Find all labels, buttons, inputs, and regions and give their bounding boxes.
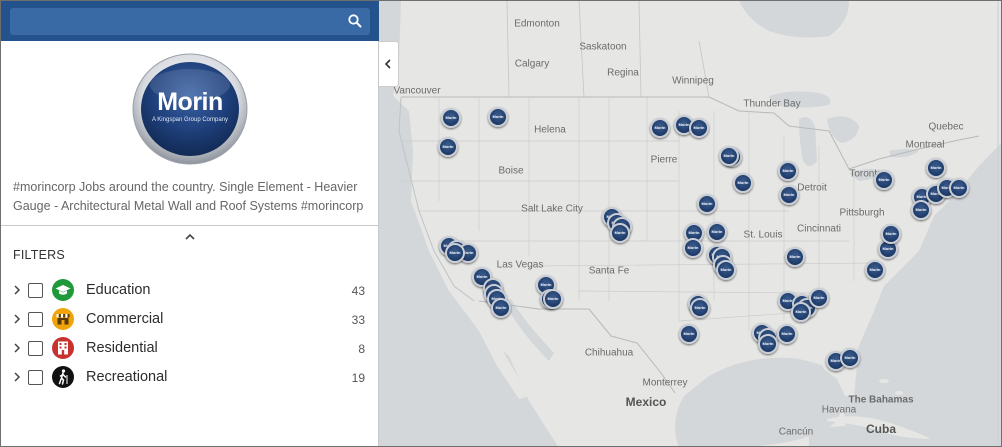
map-view[interactable]: Edmonton Saskatoon Calgary Regina Winnip… (379, 1, 1001, 446)
project-marker[interactable]: Morin (697, 194, 717, 214)
map-label: Mexico (625, 395, 667, 409)
map-label: Vancouver (393, 85, 441, 97)
project-marker[interactable]: Morin (881, 224, 901, 244)
map-label: Havana (821, 404, 857, 416)
map-label: Thunder Bay (743, 98, 801, 110)
project-marker[interactable]: Morin (610, 223, 630, 243)
map-label: Quebec (928, 121, 964, 133)
filter-row-commercial: Commercial 33 (1, 305, 379, 333)
brand-logo (132, 53, 248, 165)
hiker-icon (52, 366, 74, 388)
project-marker[interactable]: Morin (874, 170, 894, 190)
map-label: Santa Fe (588, 265, 630, 277)
map-label: Toronto (849, 168, 883, 180)
map-label: The Bahamas (848, 394, 914, 406)
chevron-left-icon (384, 59, 391, 69)
map-label: Detroit (797, 182, 827, 194)
filter-label: Commercial (86, 311, 164, 327)
project-marker[interactable]: Morin (809, 288, 829, 308)
project-marker[interactable]: Morin (689, 118, 709, 138)
filter-row-residential: Residential 8 (1, 334, 379, 362)
map-label: Monterrey (642, 377, 688, 389)
project-marker[interactable]: Morin (719, 146, 739, 166)
project-marker[interactable]: Morin (707, 222, 727, 242)
basemap (379, 1, 1001, 446)
project-marker[interactable]: Morin (650, 118, 670, 138)
map-label: Helena (534, 124, 566, 136)
project-marker[interactable]: Morin (491, 298, 511, 318)
sidebar: Morin A Kingspan Group Company #morincor… (1, 1, 379, 446)
map-label: Las Vegas (496, 259, 544, 271)
project-marker[interactable]: Morin (777, 324, 797, 344)
graduation-cap-icon (52, 279, 74, 301)
chevron-right-icon[interactable] (12, 371, 22, 383)
project-marker[interactable]: Morin (690, 298, 710, 318)
project-marker[interactable]: Morin (785, 247, 805, 267)
map-label: Edmonton (514, 18, 560, 30)
chevron-right-icon[interactable] (12, 342, 22, 354)
search-bar (1, 1, 379, 41)
map-label: Calgary (514, 58, 550, 70)
logo-wordmark: Morin (157, 88, 223, 116)
map-label: Chihuahua (584, 347, 634, 359)
project-marker[interactable]: Morin (840, 348, 860, 368)
divider (1, 225, 379, 226)
collapse-sidebar-button[interactable] (379, 41, 399, 87)
map-label: Boise (498, 165, 524, 177)
map-label: Saskatoon (579, 41, 627, 53)
project-marker[interactable]: Morin (949, 178, 969, 198)
project-marker[interactable]: Morin (758, 334, 778, 354)
logo-tagline: A Kingspan Group Company (151, 117, 229, 123)
project-marker[interactable]: Morin (438, 137, 458, 157)
project-marker[interactable]: Morin (926, 158, 946, 178)
map-label: St. Louis (743, 229, 783, 241)
chevron-up-icon[interactable] (184, 232, 196, 242)
search-input[interactable] (10, 8, 370, 35)
map-label: Pittsburgh (839, 207, 885, 219)
filter-row-recreational: Recreational 19 (1, 363, 379, 391)
search-icon[interactable] (347, 13, 363, 29)
apartment-building-icon (52, 337, 74, 359)
project-marker[interactable]: Morin (716, 260, 736, 280)
project-marker[interactable]: Morin (791, 302, 811, 322)
map-label: Cuba (866, 422, 896, 436)
project-marker[interactable]: Morin (679, 324, 699, 344)
chevron-right-icon[interactable] (12, 284, 22, 296)
storefront-icon (52, 308, 74, 330)
project-marker[interactable]: Morin (441, 108, 461, 128)
project-marker[interactable]: Morin (445, 243, 465, 263)
project-marker[interactable]: Morin (683, 238, 703, 258)
filter-label: Recreational (86, 369, 168, 385)
filter-count: 43 (351, 284, 365, 298)
residential-checkbox[interactable] (28, 341, 43, 356)
filter-label: Residential (86, 340, 158, 356)
project-marker[interactable]: Morin (911, 200, 931, 220)
map-description: #morincorp Jobs around the country. Sing… (13, 180, 364, 213)
education-checkbox[interactable] (28, 283, 43, 298)
commercial-checkbox[interactable] (28, 312, 43, 327)
project-marker[interactable]: Morin (733, 173, 753, 193)
project-marker[interactable]: Morin (778, 161, 798, 181)
map-label: Pierre (650, 154, 678, 166)
map-label: Montreal (905, 139, 945, 151)
project-marker[interactable]: Morin (779, 185, 799, 205)
map-label: Regina (607, 67, 639, 79)
project-marker[interactable]: Morin (543, 289, 563, 309)
project-marker[interactable]: Morin (865, 260, 885, 280)
recreational-checkbox[interactable] (28, 370, 43, 385)
filter-label: Education (86, 282, 151, 298)
map-label: Cincinnati (797, 223, 841, 235)
map-label: Salt Lake City (521, 203, 583, 215)
filter-count: 8 (358, 342, 365, 356)
map-label: Winnipeg (672, 75, 714, 87)
filters-heading: FILTERS (13, 248, 65, 262)
chevron-right-icon[interactable] (12, 313, 22, 325)
filter-count: 33 (351, 313, 365, 327)
filter-row-education: Education 43 (1, 276, 379, 304)
project-marker[interactable]: Morin (488, 107, 508, 127)
map-label: Cancún (778, 426, 814, 438)
filter-count: 19 (351, 371, 365, 385)
